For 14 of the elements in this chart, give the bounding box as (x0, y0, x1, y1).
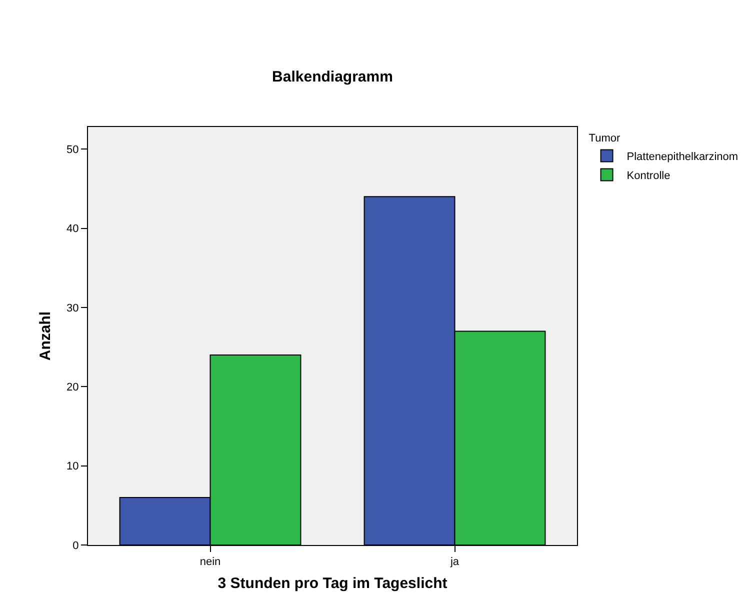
legend-label: Kontrolle (626, 170, 670, 182)
y-tick-label: 20 (66, 382, 79, 394)
x-tick-label: ja (449, 556, 460, 568)
legend-title: Tumor (588, 132, 620, 144)
y-tick-label: 10 (66, 460, 79, 473)
y-tick-label: 30 (66, 302, 79, 314)
legend-label: Plattenepithelkarzinom (626, 151, 738, 164)
x-tick-label: nein (200, 556, 221, 568)
chart-title: Balkendiagramm (272, 68, 393, 86)
y-tick-label: 40 (66, 223, 79, 236)
y-tick-label: 0 (72, 540, 79, 552)
y-axis-title: Anzahl (36, 311, 54, 361)
y-tick-label: 50 (66, 144, 79, 156)
x-axis-title: 3 Stunden pro Tag im Tageslicht (218, 575, 448, 592)
